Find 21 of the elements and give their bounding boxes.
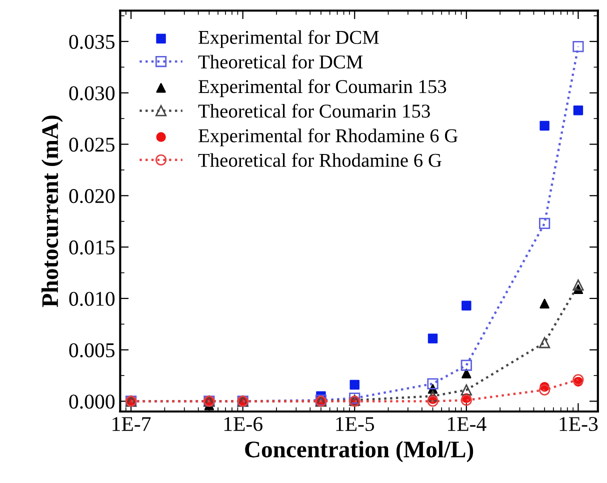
y-tick-label: 0.035 [69, 34, 115, 49]
x-tick-label: 1E-7 [112, 417, 151, 431]
y-tick-label: 0.030 [69, 86, 115, 100]
y-tick-label: 0.000 [69, 394, 115, 409]
legend-label: Theoretical for DCM [198, 54, 363, 69]
x-tick-label: 1E-6 [224, 417, 262, 432]
legend-label: Experimental for Coumarin 153 [198, 79, 446, 98]
y-tick-label: 0.010 [69, 292, 115, 306]
legend-label: Experimental for Rhodamine 6 G [198, 128, 458, 146]
x-tick-label: 1E-5 [336, 417, 374, 432]
y-axis-title: Photocurrent (mA) [41, 116, 63, 308]
legend-label: Theoretical for Rhodamine 6 G [198, 153, 442, 167]
x-axis-title: Concentration (Mol/L) [245, 440, 474, 462]
legend-label: Experimental for DCM [198, 30, 379, 48]
x-tick-label: 1E-4 [448, 417, 486, 431]
y-tick-label: 0.005 [69, 343, 115, 358]
legend-label: Theoretical for Coumarin 153 [198, 104, 430, 118]
x-tick-label: 1E-3 [560, 417, 598, 432]
y-tick-label: 0.025 [69, 138, 115, 152]
y-tick-label: 0.015 [69, 240, 115, 255]
y-tick-label: 0.020 [69, 189, 115, 204]
